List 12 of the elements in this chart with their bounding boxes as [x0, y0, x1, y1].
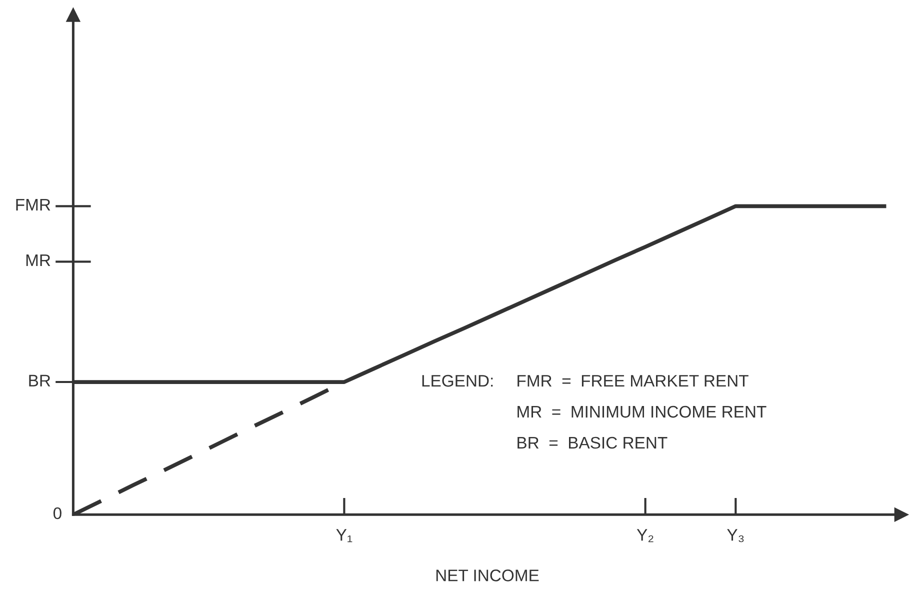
ref-line-label: FMR — [16, 199, 50, 210]
annotation: FMR = FREE MARKET RENT — [518, 375, 748, 387]
x-tick-label: Y₂ — [636, 529, 654, 542]
x-tick-label: Y₁ — [336, 529, 352, 542]
annotation: LEGEND: — [422, 374, 493, 387]
x-tick-label: Y₃ — [727, 529, 744, 542]
annotation: MR = MINIMUM INCOME RENT — [518, 406, 766, 418]
ref-line-label: BR — [29, 374, 50, 386]
annotation: BR = BASIC RENT — [518, 436, 668, 449]
ref-line-label: MR — [26, 254, 50, 266]
text: 0 — [53, 507, 62, 520]
x-axis-title: NET INCOME — [436, 570, 539, 582]
